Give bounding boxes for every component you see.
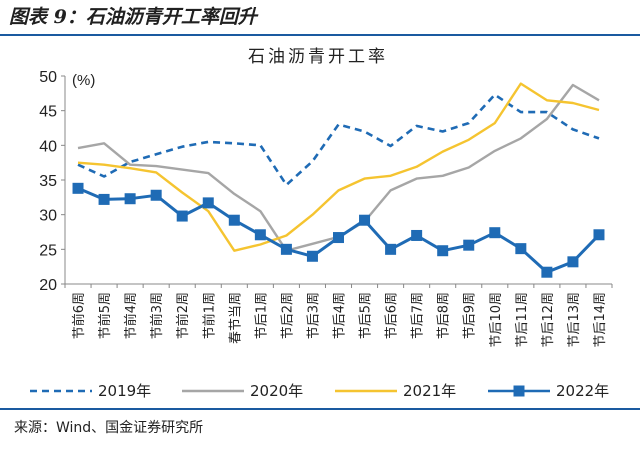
x-tick-label: 节后5周 [359,292,374,339]
data-point-marker [280,243,292,255]
x-tick-label: 节前3周 [149,292,165,339]
x-tick-label: 节后4周 [333,292,348,339]
figure-heading: 图表 9：石油沥青开工率回升 [9,6,257,28]
data-point-marker [541,266,553,278]
x-tick-label: 节后13周 [567,292,582,348]
legend-item-2020年: 2020年 [182,382,303,400]
x-tick-label: 节前4周 [123,292,139,339]
data-point-marker [515,243,527,255]
series-2020年 [77,83,600,252]
data-point-marker [98,193,110,205]
y-tick-label: 30 [39,208,57,225]
x-tick-label: 节后12周 [541,292,556,348]
x-tick-label: 春节当周 [228,292,243,344]
legend-label: 2022年 [556,382,609,400]
x-tick-label: 节后10周 [489,292,504,348]
data-point-marker [489,227,501,239]
data-point-marker [437,245,449,257]
x-tick-label: 节后7周 [411,292,426,339]
x-tick-label: 节后6周 [385,292,400,339]
data-point-marker [411,229,423,241]
data-point-marker [254,229,266,241]
chart-title: 石油沥青开工率 [248,47,388,67]
series-line [77,83,600,252]
data-point-marker [202,197,214,209]
top-rule [0,34,640,36]
legend-label: 2019年 [98,382,151,400]
legend-item-2021年: 2021年 [335,382,456,400]
x-tick-label: 节前5周 [97,292,113,339]
y-tick-label: 45 [39,104,57,121]
data-point-marker [385,243,397,255]
bottom-rule [0,408,640,410]
data-point-marker [463,239,475,251]
series-2019年 [77,93,600,187]
x-tick-label: 节后14周 [593,292,608,348]
legend-label: 2021年 [403,382,456,400]
x-tick-label: 节后3周 [306,292,321,339]
x-tick-label: 节后9周 [463,292,478,339]
y-tick-label: 40 [39,138,57,155]
legend-marker [513,385,525,397]
data-point-marker [150,189,162,201]
axes: 20 25 30 35 40 45 50 节前6周 节前5周 节前4周 节前3周 节前2周 节前1周 春节… [39,69,613,348]
data-point-marker [359,214,371,226]
source-note: 来源：Wind、国金证券研究所 [14,420,204,436]
x-tick-label: 节前1周 [201,292,217,339]
data-point-marker [333,232,344,244]
legend: 2019年 2020年 2021年 2022年 [30,382,609,400]
data-point-marker [228,214,240,226]
x-tick-label: 节后2周 [280,292,295,339]
series-line [77,82,600,252]
x-tick-label: 节后11周 [515,292,530,348]
legend-item-2019年: 2019年 [30,382,151,400]
data-point-marker [72,182,84,194]
data-point-marker [124,193,136,205]
series-line [77,93,600,187]
series-line [77,186,601,274]
y-tick-label: 25 [39,242,57,259]
x-tick-label: 节前6周 [71,292,87,339]
x-tick-label: 节后1周 [254,292,269,339]
data-point-marker [306,250,318,262]
series-2022年 [72,182,605,278]
x-tick-label: 节前2周 [175,292,191,339]
legend-label: 2020年 [250,382,303,400]
series-2021年 [77,82,600,252]
y-axis-unit-label: (%) [72,72,95,89]
y-tick-label: 35 [39,173,57,190]
x-tick-label: 节后8周 [437,292,452,339]
data-point-marker [567,256,579,268]
series-layer [72,82,605,278]
y-tick-label: 20 [39,277,57,294]
data-point-marker [176,210,188,222]
y-tick-label: 50 [39,69,57,86]
legend-item-2022年: 2022年 [488,382,609,400]
data-point-marker [593,229,605,241]
